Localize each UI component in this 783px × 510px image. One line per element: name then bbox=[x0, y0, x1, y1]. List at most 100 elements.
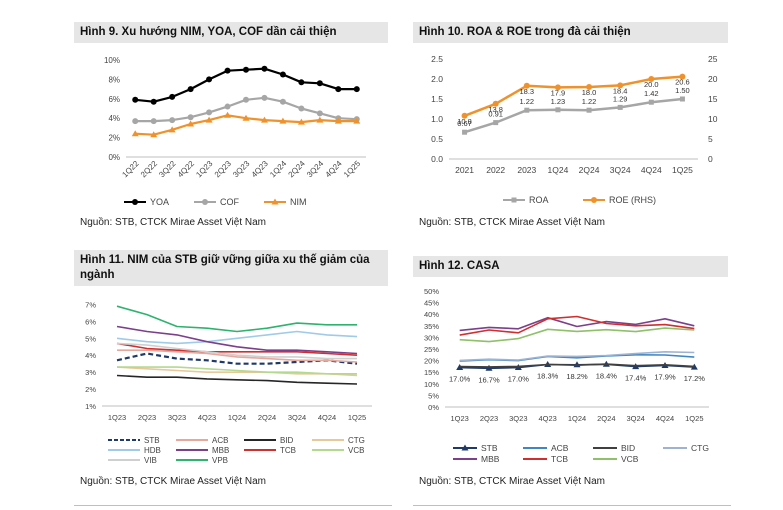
x-tick-label: 2Q22 bbox=[139, 159, 160, 180]
legend-label: COF bbox=[220, 197, 240, 207]
y-tick-label: 1% bbox=[85, 402, 96, 411]
data-point-cof bbox=[132, 118, 139, 125]
data-point-roe-rhs- bbox=[586, 84, 593, 90]
series-line-ctg bbox=[459, 351, 695, 362]
legend-label: ROE (RHS) bbox=[609, 195, 656, 205]
data-label: 20.6 bbox=[675, 78, 690, 87]
x-tick-label: 1Q25 bbox=[348, 413, 366, 422]
data-point-roe-rhs- bbox=[523, 82, 530, 89]
y-tick-label: 4% bbox=[85, 351, 96, 360]
legend-label: BID bbox=[280, 436, 294, 445]
data-point-yoa bbox=[169, 93, 176, 100]
fig12-chart: 0% 5% 10% 15% 20% 25% 30% 35% 40% 45% 50% 1Q23 2Q23 3… bbox=[424, 287, 709, 464]
data-point-nim bbox=[334, 117, 342, 124]
y-tick-label: 3% bbox=[85, 368, 96, 377]
data-label: 16.7% bbox=[478, 375, 500, 384]
legend-label: MBB bbox=[481, 454, 500, 464]
y2-tick-label: 10 bbox=[708, 114, 718, 124]
data-label: 17.0% bbox=[449, 375, 471, 384]
y-tick-label: 40% bbox=[424, 310, 439, 319]
y-tick-label: 2.5 bbox=[431, 54, 443, 64]
y-tick-label: 6% bbox=[108, 95, 120, 104]
series-line-roe-rhs- bbox=[464, 75, 683, 117]
data-point-stb bbox=[485, 364, 493, 371]
legend-label: STB bbox=[481, 443, 498, 453]
series-line-bid bbox=[459, 363, 695, 368]
x-tick-label: 1Q24 bbox=[568, 414, 586, 423]
x-tick-label: 2021 bbox=[455, 165, 474, 175]
legend-label: ACB bbox=[551, 443, 569, 453]
data-point-cof bbox=[261, 94, 268, 101]
data-label: 1.29 bbox=[613, 94, 628, 103]
fig10-title: Hình 10. ROA & ROE trong đà cải thiện bbox=[413, 22, 728, 43]
data-point-roa bbox=[493, 120, 499, 126]
data-point-yoa bbox=[298, 79, 305, 86]
x-tick-label: 2023 bbox=[517, 165, 536, 175]
data-point-cof bbox=[243, 96, 249, 103]
data-point-nim bbox=[242, 114, 250, 121]
data-point-nim bbox=[205, 116, 213, 123]
x-tick-label: 3Q23 bbox=[509, 414, 527, 423]
data-point-yoa bbox=[206, 76, 213, 83]
data-label: 13.8 bbox=[488, 105, 503, 114]
data-point-stb bbox=[690, 363, 698, 370]
legend-label: CTG bbox=[691, 443, 709, 453]
data-label: 1.50 bbox=[675, 86, 690, 95]
y-tick-label: 1.5 bbox=[431, 94, 443, 104]
x-tick-label: 3Q24 bbox=[610, 165, 631, 175]
y-tick-label: 25% bbox=[424, 345, 439, 354]
y-tick-label: 2.0 bbox=[431, 74, 443, 84]
y-tick-label: 35% bbox=[424, 322, 439, 331]
x-tick-label: 1Q22 bbox=[120, 159, 141, 180]
x-tick-label: 4Q23 bbox=[538, 414, 556, 423]
data-point-nim bbox=[353, 117, 361, 124]
x-tick-label: 1Q24 bbox=[548, 165, 569, 175]
x-tick-label: 1Q23 bbox=[194, 159, 215, 180]
y-tick-label: 1.0 bbox=[431, 114, 443, 124]
data-label: 0.67 bbox=[457, 119, 472, 128]
x-tick-label: 3Q24 bbox=[626, 414, 644, 423]
y2-tick-label: 5 bbox=[708, 134, 713, 144]
data-point-yoa bbox=[316, 80, 323, 87]
data-point-roa bbox=[462, 129, 468, 135]
x-tick-label: 1Q23 bbox=[450, 414, 468, 423]
bottom-divider-right bbox=[413, 505, 731, 506]
data-point-yoa bbox=[261, 65, 268, 72]
series-line-tcb bbox=[116, 342, 358, 356]
y-tick-label: 0.0 bbox=[431, 154, 443, 164]
fig12-title: Hình 12. CASA bbox=[413, 256, 728, 277]
data-point-stb bbox=[456, 364, 464, 371]
data-point-cof bbox=[279, 98, 286, 105]
data-point-yoa bbox=[224, 67, 231, 74]
data-point-roa bbox=[524, 107, 530, 113]
data-label: 17.4% bbox=[625, 374, 647, 383]
data-label: 1.22 bbox=[520, 97, 535, 106]
x-tick-label: 1Q25 bbox=[672, 165, 693, 175]
legend-label: STB bbox=[144, 436, 160, 445]
x-tick-label: 1Q23 bbox=[108, 413, 126, 422]
legend-label: BID bbox=[621, 443, 635, 453]
y-tick-label: 0% bbox=[108, 153, 120, 162]
data-label: 17.9 bbox=[551, 88, 566, 97]
x-tick-label: 1Q24 bbox=[228, 413, 246, 422]
y-tick-label: 6% bbox=[85, 317, 96, 326]
legend-label: VCB bbox=[348, 446, 364, 455]
data-point-yoa bbox=[132, 96, 139, 103]
data-point-nim bbox=[224, 111, 232, 118]
data-label: 1.42 bbox=[644, 89, 659, 98]
data-point-yoa bbox=[279, 71, 286, 78]
data-label: 1.23 bbox=[551, 97, 566, 106]
y-tick-label: 4% bbox=[108, 114, 120, 123]
y2-tick-label: 25 bbox=[708, 54, 718, 64]
fig9-source: Nguồn: STB, CTCK Mirae Asset Việt Nam bbox=[80, 217, 266, 228]
bottom-divider-left bbox=[74, 505, 392, 506]
data-point-cof bbox=[298, 105, 305, 112]
series-line-bid bbox=[116, 374, 358, 385]
fig10-source: Nguồn: STB, CTCK Mirae Asset Việt Nam bbox=[419, 217, 605, 228]
legend-label: VCB bbox=[621, 454, 639, 464]
data-point-cof bbox=[169, 117, 176, 124]
legend-label: TCB bbox=[551, 454, 568, 464]
legend-label: VPB bbox=[212, 456, 228, 465]
data-label: 18.4% bbox=[596, 371, 618, 380]
data-point-cof bbox=[206, 109, 213, 116]
